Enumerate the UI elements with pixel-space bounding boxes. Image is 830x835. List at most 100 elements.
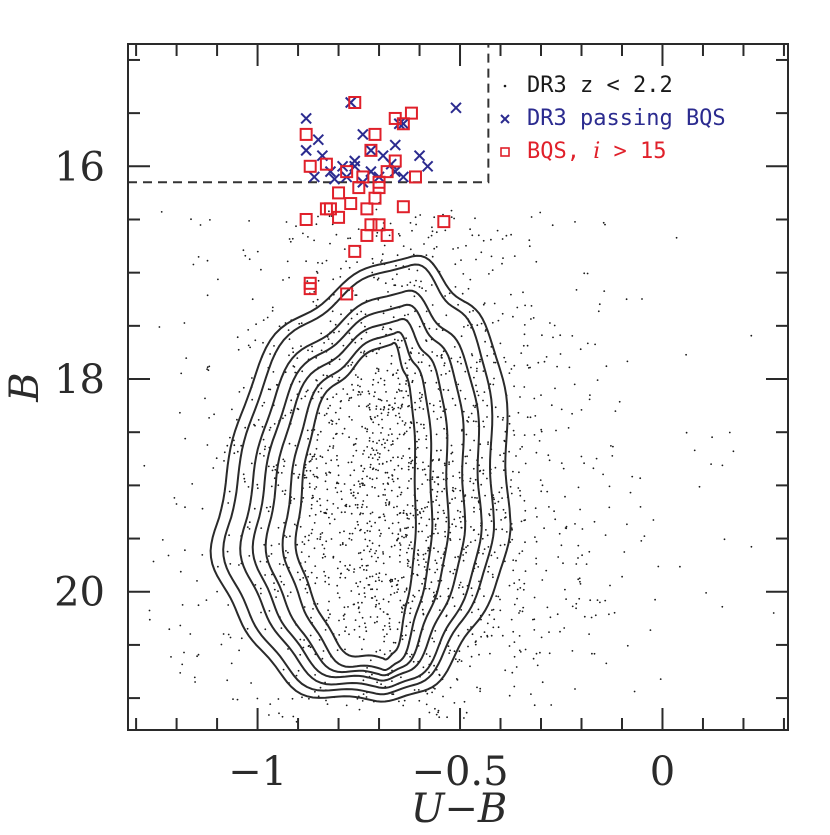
dr3-point — [331, 310, 334, 313]
dr3-point — [337, 474, 340, 477]
dr3-point — [504, 512, 507, 514]
dr3-point — [356, 261, 358, 263]
dr3-point — [336, 567, 339, 570]
dr3-point — [392, 693, 395, 696]
dr3-point — [338, 596, 341, 599]
dr3-point — [412, 594, 415, 597]
dr3-point — [377, 576, 380, 579]
dr3-point — [420, 516, 423, 519]
dr3-point — [378, 602, 380, 605]
y-axis-label: B — [2, 372, 48, 402]
dr3-point — [357, 607, 360, 610]
dr3-point — [479, 443, 482, 446]
dr3-point — [289, 535, 291, 538]
dr3-point — [377, 381, 380, 384]
dr3-point — [376, 442, 378, 444]
dr3-point — [442, 350, 445, 353]
dr3-point — [402, 509, 405, 512]
dr3-point — [422, 558, 425, 560]
dr3-point — [389, 428, 392, 430]
dr3-point — [472, 529, 475, 532]
dr3-point — [175, 503, 178, 505]
dr3-point — [517, 487, 520, 489]
dr3-point — [433, 518, 436, 521]
dr3-point — [379, 535, 381, 537]
dr3-point — [373, 621, 376, 624]
dr3-point — [223, 451, 226, 454]
dr3-point — [368, 392, 371, 395]
dr3-point — [444, 535, 447, 538]
dr3-point — [300, 397, 303, 400]
dr3-point — [257, 419, 260, 421]
dr3-point — [361, 700, 364, 702]
dr3-point — [408, 461, 410, 464]
dr3-point — [406, 487, 409, 490]
bqs-square-marker — [303, 282, 317, 296]
dr3-point — [348, 633, 350, 636]
dr3-point — [300, 322, 303, 325]
dr3-point — [360, 528, 362, 531]
dr3-point — [349, 474, 352, 477]
dr3-point — [479, 690, 481, 693]
dr3-point — [443, 427, 445, 430]
dr3-point — [361, 601, 363, 604]
dr3-point — [442, 478, 445, 481]
dr3-point — [357, 552, 360, 555]
dr3-point — [409, 222, 412, 224]
dr3-point — [440, 449, 442, 452]
dr3-point — [535, 652, 538, 655]
dr3-point — [605, 662, 608, 665]
dr3-point — [362, 693, 365, 695]
dr3-point — [453, 650, 456, 653]
dr3-point — [560, 408, 563, 411]
dr3-point — [347, 323, 350, 325]
dr3-point — [388, 556, 391, 558]
dr3-point — [319, 510, 322, 513]
dr3-point — [659, 678, 662, 680]
dr3-point — [283, 465, 285, 467]
dr3-point — [317, 279, 320, 282]
dr3-point — [532, 317, 535, 319]
dr3-point — [475, 361, 478, 364]
dr3-point — [378, 439, 381, 442]
dr3-point — [412, 526, 414, 529]
dr3-point — [298, 473, 301, 476]
dr3-point — [460, 259, 462, 261]
dr3-point — [431, 255, 434, 258]
dr3-point — [237, 348, 240, 351]
dr3-point — [499, 342, 502, 345]
bqs-square-marker — [360, 202, 374, 216]
cross-stroke — [324, 165, 337, 178]
dr3-point — [443, 362, 446, 364]
dr3-point — [371, 383, 374, 386]
dr3-point — [463, 548, 465, 551]
dr3-point — [266, 316, 269, 319]
dr3-point — [451, 523, 454, 526]
dr3-point — [337, 379, 340, 382]
dr3-point — [486, 477, 488, 480]
dr3-point — [439, 595, 442, 598]
dr3-point — [418, 325, 421, 328]
dr3-point — [318, 498, 321, 500]
contour-level-1 — [294, 341, 417, 661]
dr3-point — [293, 366, 296, 368]
dr3-point — [324, 629, 327, 631]
dr3-point — [359, 385, 361, 388]
dr3-point — [442, 509, 445, 512]
dr3-point — [450, 216, 453, 219]
dr3-point — [421, 469, 424, 471]
dr3-point — [614, 410, 617, 412]
dr3-point — [685, 353, 687, 356]
dr3-point — [502, 416, 505, 419]
dr3-point — [496, 557, 499, 559]
dr3-point — [362, 512, 364, 515]
dr3-point — [278, 563, 281, 565]
dr3-point — [246, 526, 249, 528]
dr3-point — [352, 491, 355, 494]
dr3-point — [454, 487, 457, 490]
dr3-point — [373, 276, 375, 279]
dr3-point — [413, 284, 416, 287]
dr3-point — [313, 475, 316, 478]
dr3-point — [386, 633, 388, 635]
dr3-point — [471, 594, 474, 597]
